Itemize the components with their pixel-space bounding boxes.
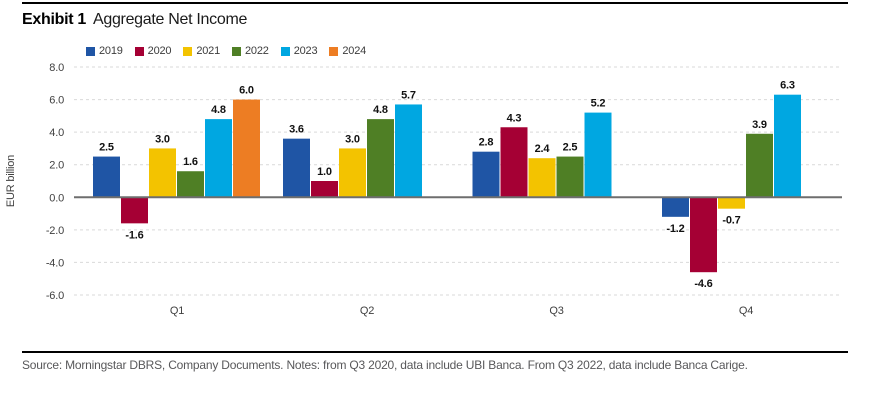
bar-value-label-2021-Q1: 3.0	[155, 133, 170, 145]
legend-item-2022: 2022	[232, 45, 269, 57]
bar-2023-Q4	[774, 94, 801, 198]
y-tick-label: -4.0	[46, 257, 64, 269]
bar-value-label-2023-Q3: 5.2	[591, 98, 606, 110]
bar-value-label-2021-Q3: 2.4	[535, 143, 551, 155]
legend-label-2021: 2021	[196, 45, 221, 57]
bar-2022-Q4	[746, 133, 773, 198]
legend-label-2019: 2019	[99, 45, 123, 57]
bar-2020-Q2	[311, 181, 338, 198]
bar-2019-Q4	[662, 197, 689, 217]
x-label-Q1: Q1	[170, 305, 184, 317]
legend-swatch-2020	[134, 46, 144, 56]
y-tick-label: 8.0	[49, 62, 64, 74]
bar-2019-Q1	[93, 156, 120, 198]
bar-value-label-2022-Q1: 1.6	[183, 156, 198, 168]
y-tick-label: 6.0	[49, 95, 64, 107]
bar-2022-Q3	[556, 156, 584, 198]
bar-2019-Q3	[472, 151, 500, 198]
bar-2020-Q4	[690, 197, 717, 273]
bar-2021-Q2	[339, 148, 366, 198]
y-axis-title: EUR billion	[5, 155, 17, 207]
bar-value-label-2022-Q2: 4.8	[373, 104, 388, 116]
bar-value-label-2024-Q1: 6.0	[239, 85, 254, 97]
bottom-rule	[22, 351, 848, 353]
bar-2020-Q1	[121, 197, 148, 224]
legend-item-2020: 2020	[134, 45, 172, 57]
x-label-Q3: Q3	[549, 305, 563, 317]
legend-swatch-2023	[280, 46, 290, 56]
x-label-Q4: Q4	[739, 305, 753, 317]
source-note: Source: Morningstar DBRS, Company Docume…	[22, 358, 748, 372]
bar-value-label-2023-Q4: 6.3	[780, 80, 795, 92]
bar-value-label-2019-Q3: 2.8	[479, 137, 494, 149]
bar-2022-Q1	[177, 171, 204, 198]
bar-value-label-2019-Q4: -1.2	[666, 223, 684, 235]
bar-value-label-2022-Q4: 3.9	[752, 119, 767, 131]
bar-value-label-2020-Q2: 1.0	[317, 166, 332, 178]
bar-2024-Q1	[233, 99, 260, 198]
legend-swatch-2021	[183, 46, 193, 56]
bar-2019-Q2	[283, 138, 310, 198]
bar-value-label-2021-Q4: -0.7	[722, 215, 740, 227]
legend-item-2019: 2019	[86, 45, 123, 57]
y-tick-label: 0.0	[49, 192, 64, 204]
legend-item-2024: 2024	[329, 45, 366, 57]
bar-value-label-2020-Q4: -4.6	[694, 278, 712, 290]
bar-value-label-2019-Q1: 2.5	[99, 142, 114, 154]
legend-swatch-2019	[86, 46, 95, 56]
bar-value-label-2020-Q1: -1.6	[125, 229, 143, 241]
legend-swatch-2022	[232, 46, 242, 56]
exhibit-label: Exhibit 1	[22, 11, 86, 28]
page-title: Exhibit 1 Aggregate Net Income	[22, 11, 247, 29]
y-tick-label: -2.0	[46, 225, 64, 237]
bar-value-label-2023-Q1: 4.8	[211, 104, 226, 116]
y-tick-label: 4.0	[49, 127, 64, 139]
bar-2021-Q3	[528, 158, 556, 198]
bar-2023-Q2	[395, 104, 422, 198]
bar-2023-Q1	[205, 119, 232, 198]
bar-2021-Q1	[149, 148, 176, 198]
top-rule	[22, 2, 848, 4]
bar-2022-Q2	[367, 119, 394, 198]
bar-2021-Q4	[718, 197, 745, 209]
y-tick-label: -6.0	[46, 290, 64, 302]
legend-swatch-2024	[329, 46, 339, 56]
legend: 2019 2020 2021 2022 2023 2024	[86, 45, 366, 57]
y-tick-label: 2.0	[49, 160, 64, 172]
bar-value-label-2020-Q3: 4.3	[507, 112, 522, 124]
bar-value-label-2023-Q2: 5.7	[401, 89, 416, 101]
bar-value-label-2022-Q3: 2.5	[563, 142, 578, 154]
bar-2023-Q3	[584, 112, 612, 198]
legend-label-2023: 2023	[293, 45, 318, 57]
legend-label-2022: 2022	[245, 45, 269, 57]
legend-label-2024: 2024	[342, 45, 367, 57]
bar-value-label-2019-Q2: 3.6	[289, 124, 304, 136]
legend-item-2021: 2021	[183, 45, 220, 57]
chart-title: Aggregate Net Income	[92, 11, 248, 28]
x-label-Q2: Q2	[360, 305, 374, 317]
bar-2020-Q3	[500, 127, 528, 198]
legend-label-2020: 2020	[147, 45, 172, 57]
bar-value-label-2021-Q2: 3.0	[345, 133, 360, 145]
legend-item-2023: 2023	[280, 45, 318, 57]
